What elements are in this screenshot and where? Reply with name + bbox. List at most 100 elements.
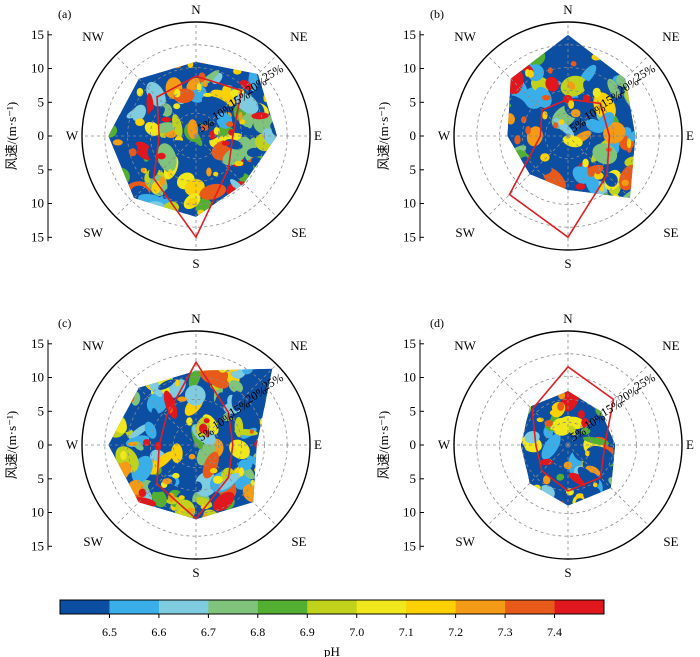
ph-contour-spot <box>191 219 196 227</box>
ph-contour-blob <box>175 352 187 365</box>
polar-panel: 5%10%15%20%25%NNEESESSWWNW15105051015风速/… <box>4 311 322 580</box>
panel-label: (a) <box>58 7 71 21</box>
ph-contour-blob <box>205 40 219 53</box>
direction-label-e: E <box>686 437 694 452</box>
radial-grid-circle <box>544 421 592 469</box>
ph-contour-spot <box>228 520 235 527</box>
ph-contour-blob <box>556 473 565 481</box>
ph-contour-blob <box>572 534 600 541</box>
ph-contour-spot <box>570 61 577 67</box>
direction-spoke <box>115 55 197 137</box>
radial-grid-circle <box>544 112 592 160</box>
polar-panel: 5%10%15%20%25%NNEESESSWWNW15105051015风速/… <box>376 311 694 580</box>
direction-spoke <box>195 444 277 526</box>
ph-contour-spot <box>503 437 511 441</box>
ph-contour-spot <box>527 391 533 400</box>
ph-contour-blob <box>273 400 296 421</box>
speed-tick-label: 5 <box>38 403 45 418</box>
direction-label-sw: SW <box>455 534 475 549</box>
direction-spoke <box>115 364 197 446</box>
speed-tick-label: 5 <box>410 162 417 177</box>
ph-contour-spot <box>595 167 601 175</box>
ph-contour-spot <box>514 481 520 486</box>
ph-contour-blob <box>599 197 618 198</box>
ph-contour-blob <box>474 148 499 173</box>
ph-contour-blob <box>644 165 673 188</box>
colorbar-segment <box>307 600 358 614</box>
speed-tick-label: 5 <box>410 471 417 486</box>
ph-contour-blob <box>150 520 166 535</box>
ph-contour-spot <box>259 417 266 427</box>
ph-contour-blob <box>476 371 504 399</box>
ph-contour-spot <box>263 480 270 487</box>
speed-axis-title: 风速/(m·s⁻¹) <box>4 411 19 480</box>
ph-contour-blob <box>615 443 616 469</box>
ph-contour-blob <box>486 453 516 480</box>
ph-contour-blob <box>544 202 562 221</box>
ph-contour-blob <box>520 498 534 506</box>
heatmap-region <box>471 34 673 221</box>
ph-contour-spot <box>514 135 521 145</box>
direction-spoke <box>195 55 277 137</box>
ph-contour-spot <box>533 484 541 491</box>
colorbar-segment <box>455 600 506 614</box>
direction-label-ne: NE <box>290 338 307 353</box>
ph-contour-blob <box>471 146 482 167</box>
ph-contour-blob <box>116 61 133 79</box>
ph-contour-spot <box>582 94 591 102</box>
ph-contour-blob <box>580 427 591 435</box>
ph-contour-spot <box>591 53 601 61</box>
direction-label-e: E <box>686 128 694 143</box>
speed-tick-label: 0 <box>410 128 417 143</box>
direction-label-nw: NW <box>454 338 476 353</box>
ph-contour-blob <box>229 439 250 460</box>
colorbar-tick-label: 7.0 <box>349 625 364 639</box>
ph-contour-spot <box>479 129 488 134</box>
speed-tick-label: 15 <box>31 27 44 42</box>
ph-contour-blob <box>146 392 168 414</box>
ph-contour-blob <box>653 421 676 442</box>
ph-contour-blob <box>108 71 119 101</box>
radial-percent-label: 25% <box>632 370 658 393</box>
speed-tick-label: 15 <box>403 336 416 351</box>
colorbar-tick-label: 6.7 <box>201 625 216 639</box>
direction-spoke <box>487 135 569 217</box>
speed-tick-label: 15 <box>31 336 44 351</box>
ph-contour-blob <box>216 528 240 551</box>
colorbar-segment <box>505 600 555 614</box>
ph-contour-blob <box>202 32 224 54</box>
ph-contour-blob <box>234 511 245 520</box>
ph-contour-blob <box>511 451 522 462</box>
colorbar-segment <box>406 600 456 614</box>
colorbar-segment <box>158 600 209 614</box>
ph-contour-blob <box>225 511 242 520</box>
ph-contour-blob <box>470 486 500 503</box>
ph-contour-spot <box>127 392 135 403</box>
ph-contour-spot <box>553 122 559 129</box>
ph-contour-spot <box>594 172 604 180</box>
ph-contour-blob <box>520 474 527 486</box>
speed-tick-label: 5 <box>410 403 417 418</box>
ph-contour-blob <box>213 392 226 420</box>
panels: 5%10%15%20%25%NNEESESSWWNW15105051015风速/… <box>4 2 694 580</box>
ph-contour-blob <box>486 186 498 208</box>
ph-contour-blob <box>171 443 183 463</box>
ph-contour-spot <box>136 87 144 97</box>
direction-spoke <box>115 135 197 217</box>
ph-contour-blob <box>172 352 199 370</box>
ph-contour-spot <box>161 117 172 123</box>
direction-label-w: W <box>438 437 451 452</box>
radial-grid-circle <box>172 421 220 469</box>
ph-contour-spot <box>512 475 518 479</box>
ph-contour-spot <box>209 468 218 474</box>
ph-contour-blob <box>541 433 561 460</box>
ph-contour-blob <box>507 46 527 70</box>
direction-spoke <box>195 364 277 446</box>
polar-panel: 5%10%15%20%25%NNEESESSWWNW15105051015风速/… <box>376 2 694 271</box>
ph-contour-blob <box>585 445 614 467</box>
ph-contour-blob <box>567 81 576 90</box>
ph-contour-blob <box>537 375 551 388</box>
ph-contour-spot <box>581 417 589 428</box>
ph-contour-blob <box>90 463 105 473</box>
